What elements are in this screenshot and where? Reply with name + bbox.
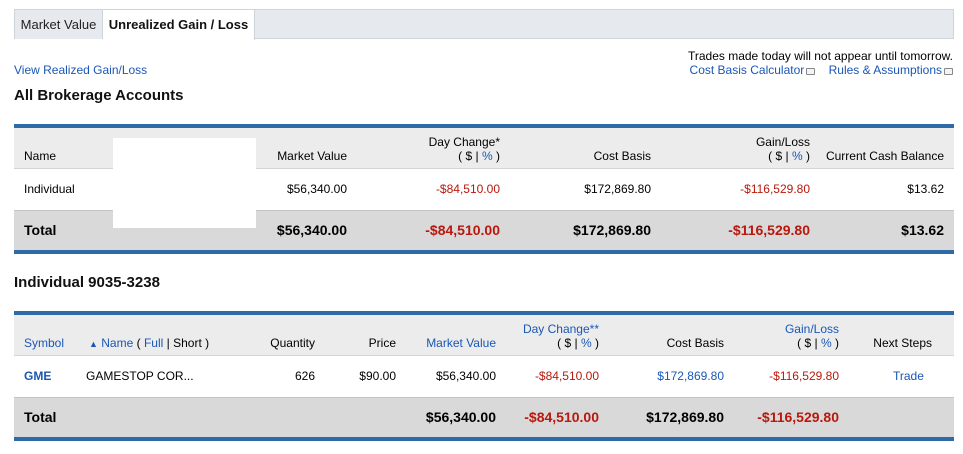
total-cash: $13.62	[901, 222, 944, 238]
section-title-all-accounts: All Brokerage Accounts	[14, 87, 184, 104]
col-name-header: ▲ Name ( Full | Short )	[89, 336, 210, 350]
col-cost-basis-header: Cost Basis	[593, 149, 651, 163]
col-day-change-sub: ( $ | % )	[458, 149, 500, 163]
col-quantity-header: Quantity	[270, 336, 315, 350]
col-next-steps-header: Next Steps	[873, 336, 932, 350]
account-row-gain-loss: -$116,529.80	[740, 182, 810, 196]
total-market-value: $56,340.00	[276, 222, 347, 238]
tab-market-value[interactable]: Market Value	[15, 10, 103, 39]
total-market-value: $56,340.00	[425, 409, 496, 425]
total-gain-loss: -$116,529.80	[757, 409, 839, 425]
redacted-area	[113, 138, 256, 228]
name-full-link[interactable]: Full	[143, 336, 164, 350]
table-bottom-bar	[14, 250, 954, 254]
day-change-percent-link[interactable]: %	[481, 149, 493, 163]
total-day-change: -$84,510.00	[524, 409, 599, 425]
col-day-change-header[interactable]: Day Change**	[522, 322, 599, 336]
name-short-link[interactable]: Short )	[173, 336, 210, 350]
row-divider	[14, 168, 954, 169]
col-gain-loss-sub: ( $ | % )	[768, 149, 810, 163]
position-price: $90.00	[359, 369, 396, 383]
position-quantity: 626	[294, 369, 315, 383]
speech-bubble-icon	[806, 68, 816, 75]
speech-bubble-icon	[944, 68, 953, 75]
account-row-cash: $13.62	[907, 182, 944, 196]
row-divider	[14, 355, 954, 356]
section-title-individual: Individual 9035-3238	[14, 274, 160, 291]
position-day-change: -$84,510.00	[534, 369, 599, 383]
total-day-change: -$84,510.00	[425, 222, 500, 238]
col-cash-balance-header: Current Cash Balance	[825, 149, 944, 163]
col-name-header: Name	[24, 149, 57, 163]
total-cost-basis: $172,869.80	[646, 409, 724, 425]
col-gain-loss-header[interactable]: Gain/Loss	[784, 322, 839, 336]
col-cost-basis-header: Cost Basis	[666, 336, 724, 350]
table-top-bar	[14, 124, 954, 128]
total-row	[14, 397, 954, 438]
tab-unrealized-gain-loss[interactable]: Unrealized Gain / Loss	[103, 10, 255, 40]
col-gain-loss-sub: ( $ | % )	[797, 336, 839, 350]
tab-bar: Market Value Unrealized Gain / Loss	[14, 9, 954, 40]
sort-up-arrow-icon: ▲	[89, 339, 98, 349]
col-market-value-header[interactable]: Market Value	[426, 336, 496, 350]
position-symbol-link[interactable]: GME	[24, 369, 52, 383]
total-gain-loss: -$116,529.80	[728, 222, 810, 238]
col-symbol-header[interactable]: Symbol	[24, 336, 65, 350]
view-realized-link[interactable]: View Realized Gain/Loss	[14, 63, 148, 77]
account-row-day-change: -$84,510.00	[435, 182, 500, 196]
position-name: GAMESTOP COR...	[86, 369, 194, 383]
top-links: Cost Basis Calculator Rules & Assumption…	[690, 63, 953, 77]
col-price-header: Price	[368, 336, 396, 350]
account-row-market-value: $56,340.00	[286, 182, 347, 196]
cost-basis-calculator-link[interactable]: Cost Basis Calculator	[689, 63, 805, 77]
gain-loss-percent-link[interactable]: %	[791, 149, 803, 163]
rules-assumptions-link[interactable]: Rules & Assumptions	[828, 63, 942, 77]
total-cost-basis: $172,869.80	[573, 222, 651, 238]
table-bottom-bar	[14, 437, 954, 441]
col-gain-loss-header: Gain/Loss	[755, 135, 810, 149]
gain-loss-percent-link[interactable]: %	[820, 336, 832, 350]
col-market-value-header: Market Value	[277, 149, 347, 163]
total-label: Total	[24, 222, 57, 238]
account-row-name: Individual	[24, 182, 75, 196]
table-top-bar	[14, 311, 954, 315]
account-row-cost-basis: $172,869.80	[584, 182, 651, 196]
col-day-change-sub: ( $ | % )	[557, 336, 599, 350]
table-header	[14, 315, 954, 355]
total-label: Total	[24, 409, 57, 425]
name-sort-link[interactable]: Name	[101, 336, 134, 350]
position-market-value: $56,340.00	[435, 369, 496, 383]
trades-notice: Trades made today will not appear until …	[687, 49, 953, 63]
day-change-percent-link[interactable]: %	[580, 336, 592, 350]
col-day-change-header: Day Change*	[428, 135, 500, 149]
trade-link[interactable]: Trade	[893, 369, 924, 383]
position-gain-loss: -$116,529.80	[769, 369, 839, 383]
position-cost-basis-link[interactable]: $172,869.80	[657, 369, 724, 383]
